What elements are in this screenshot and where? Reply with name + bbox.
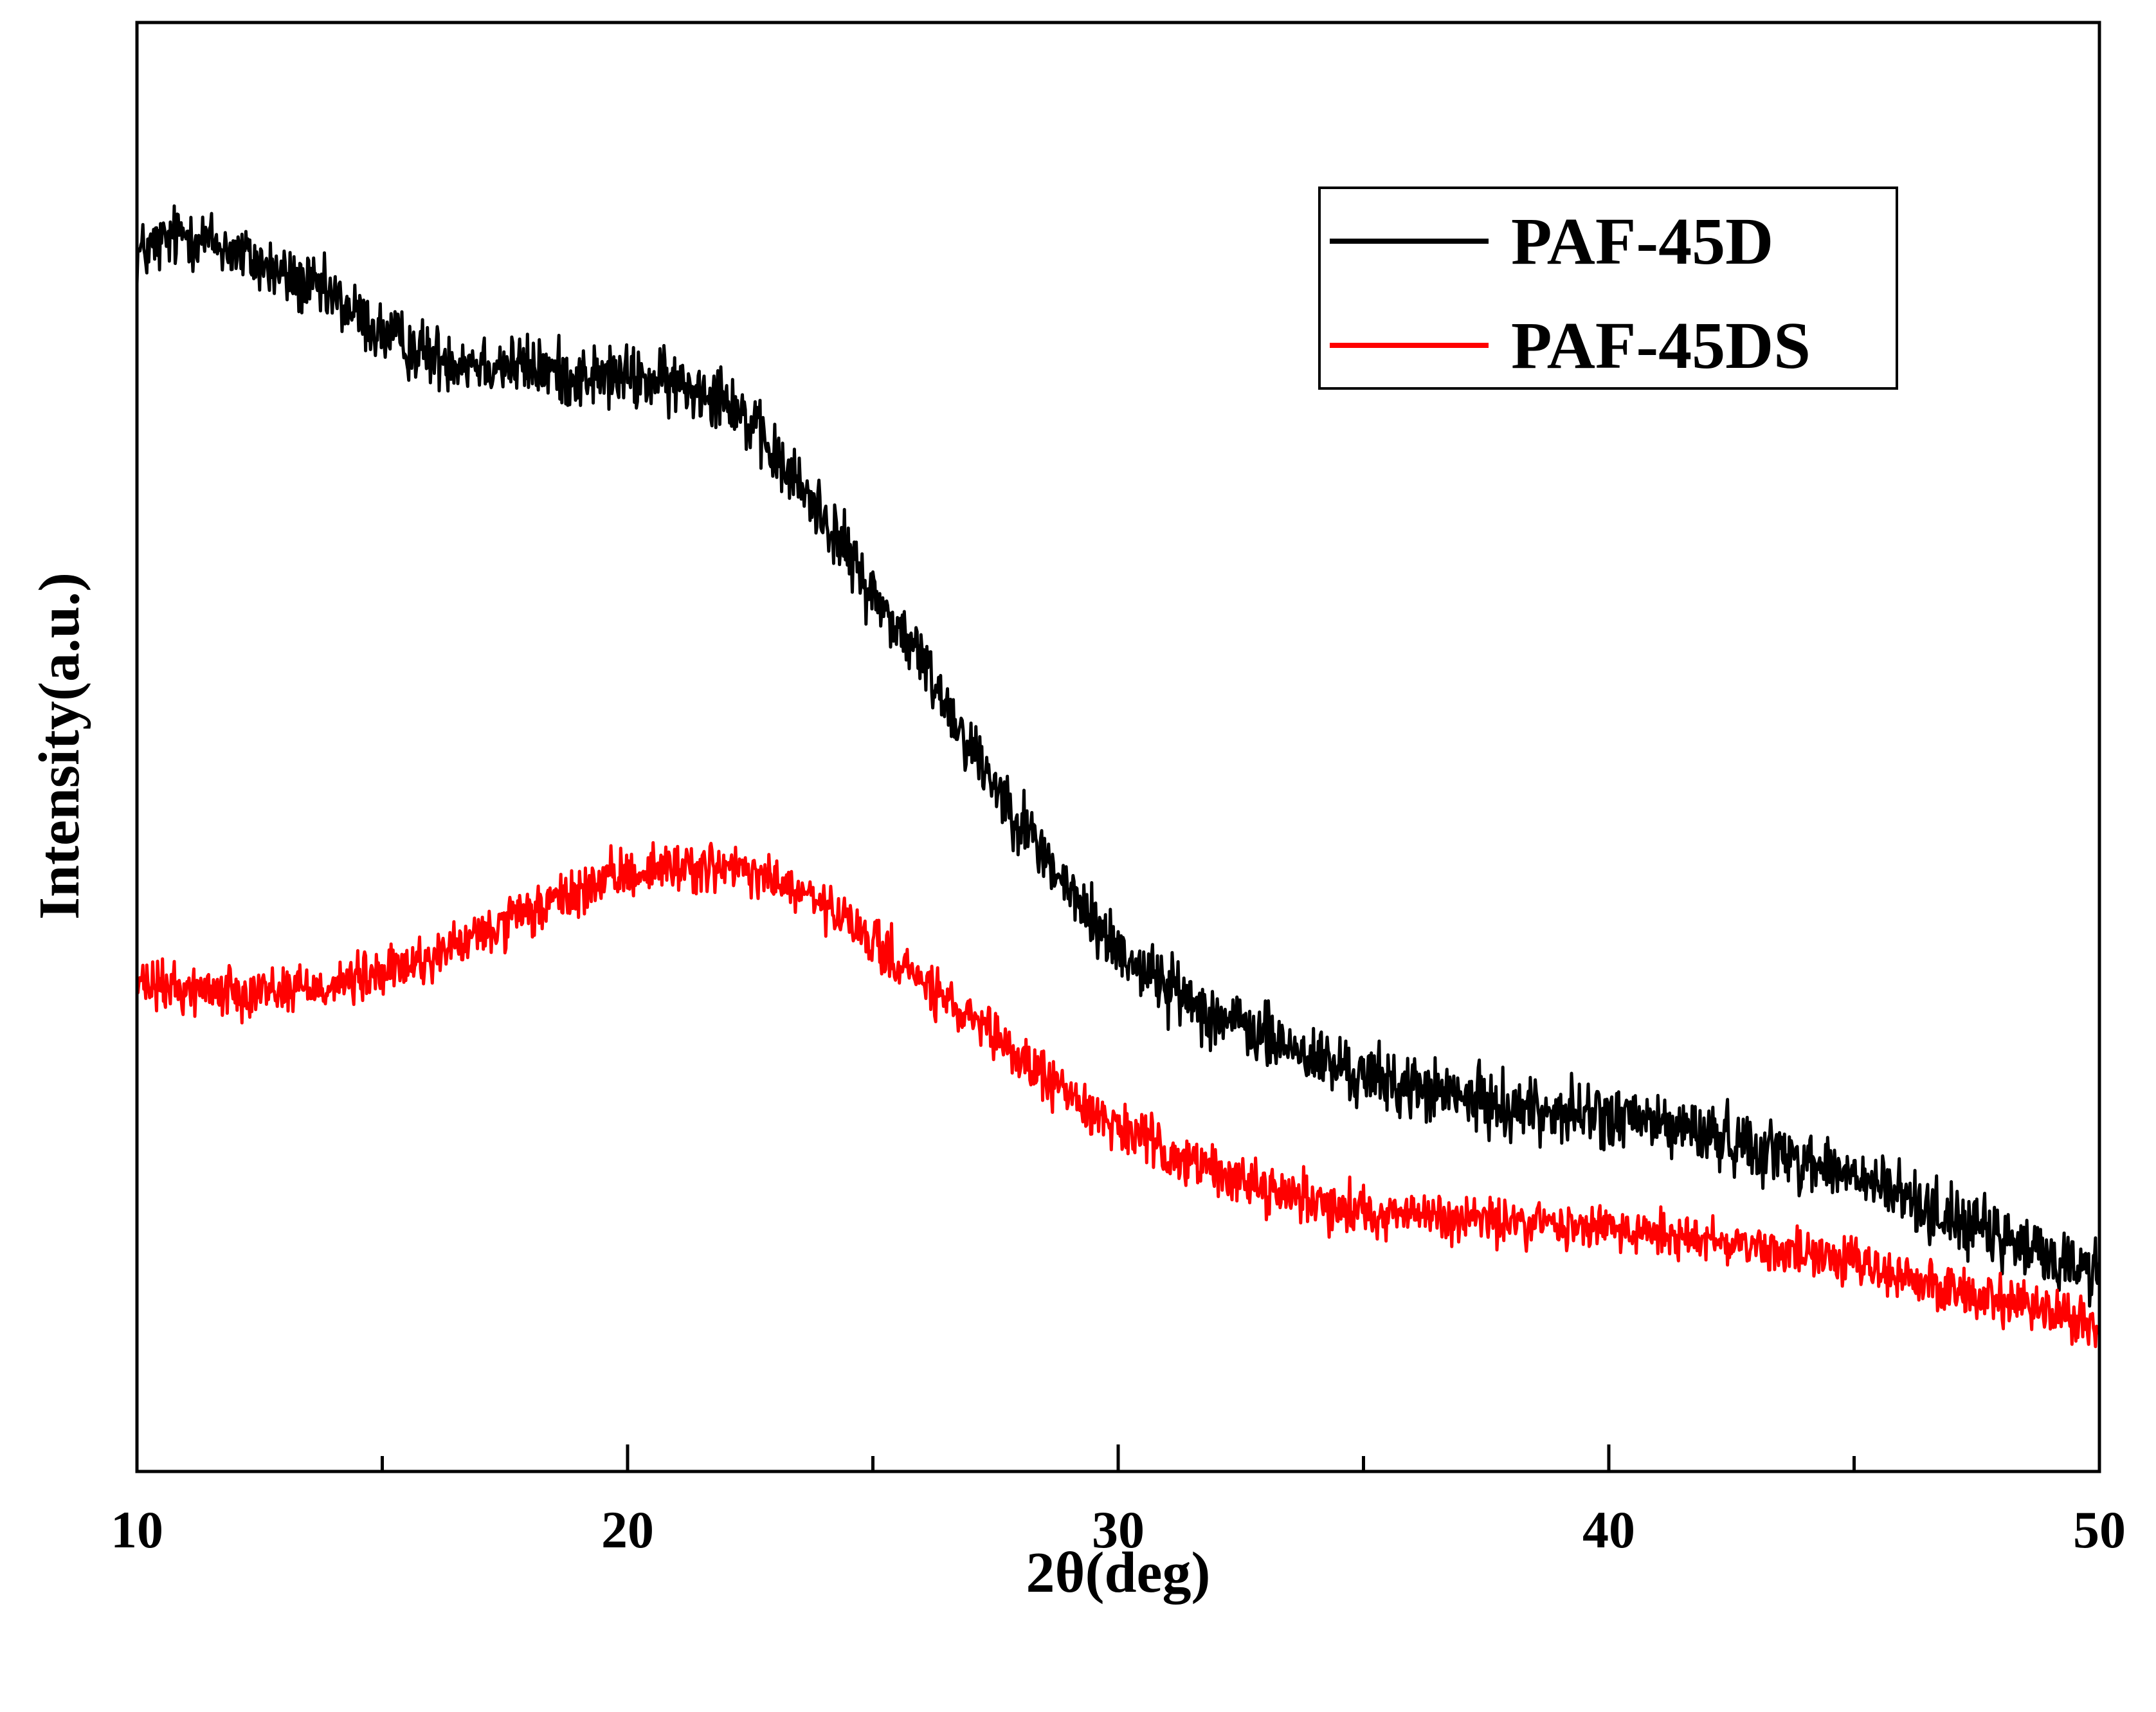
x-tick-label-40: 40 [1582, 1500, 1635, 1559]
x-axis-ticks [135, 1444, 2101, 1471]
x-axis-title: 2θ(deg) [1026, 1541, 1211, 1605]
x-tick-label-10: 10 [111, 1500, 163, 1559]
series-line-paf-45d [135, 204, 2101, 1308]
x-axis-tick-labels: 10 20 30 40 50 [111, 1500, 2126, 1559]
legend-label-paf-45ds: PAF-45DS [1511, 309, 1811, 383]
legend: PAF-45D PAF-45DS [1318, 187, 1898, 390]
y-axis-title: Intensity(a.u.) [28, 572, 91, 920]
legend-label-paf-45d: PAF-45D [1511, 205, 1773, 278]
x-tick-label-20: 20 [601, 1500, 654, 1559]
legend-box [1318, 187, 1898, 390]
x-tick-label-50: 50 [2073, 1500, 2126, 1559]
series-layer [135, 204, 2101, 1349]
x-tick-label-30: 30 [1092, 1500, 1145, 1559]
series-line-paf-45ds [135, 841, 2101, 1349]
